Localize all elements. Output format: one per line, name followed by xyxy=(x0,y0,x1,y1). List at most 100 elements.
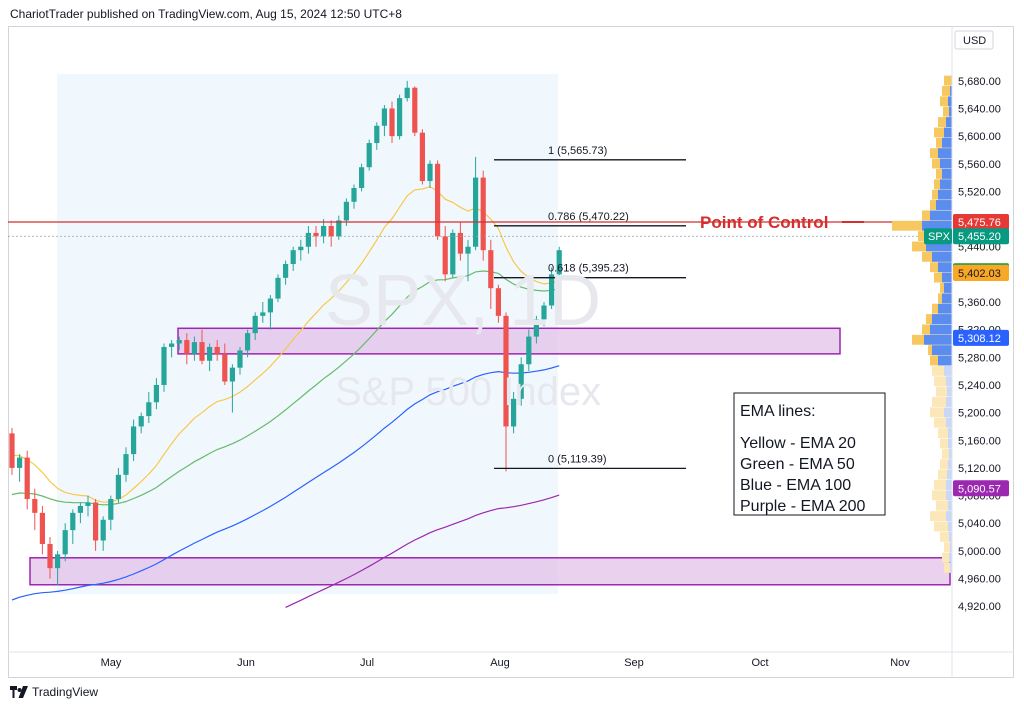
volume-profile-bar xyxy=(948,459,952,470)
candle-body[interactable] xyxy=(70,512,76,531)
candle-body[interactable] xyxy=(518,364,524,399)
candle-body[interactable] xyxy=(313,232,319,237)
support-zone[interactable] xyxy=(29,557,951,586)
volume-profile-bar xyxy=(942,293,952,304)
candle-body[interactable] xyxy=(93,502,99,541)
candle-body[interactable] xyxy=(275,277,281,299)
volume-profile-bar xyxy=(944,127,952,138)
candle-body[interactable] xyxy=(343,201,349,221)
candle-body[interactable] xyxy=(533,319,539,337)
candle-body[interactable] xyxy=(427,163,433,182)
candle-body[interactable] xyxy=(457,232,463,254)
candle-body[interactable] xyxy=(222,353,228,382)
candle-body[interactable] xyxy=(131,426,137,455)
candle-body[interactable] xyxy=(39,512,45,544)
candle-body[interactable] xyxy=(176,340,182,344)
candle-body[interactable] xyxy=(290,250,296,265)
candle-body[interactable] xyxy=(450,232,456,275)
candle-body[interactable] xyxy=(404,87,410,99)
candle-body[interactable] xyxy=(146,402,152,417)
y-tick-label: 5,680.00 xyxy=(958,76,1001,88)
volume-profile-bar xyxy=(944,365,952,376)
candle-body[interactable] xyxy=(412,87,418,133)
x-tick-label: Jun xyxy=(237,657,255,669)
volume-profile-bar xyxy=(948,521,952,532)
price-tag[interactable]: 5,090.57 xyxy=(953,480,1009,497)
currency-button[interactable]: USD xyxy=(954,30,994,50)
volume-profile-bar xyxy=(934,376,952,387)
price-tag[interactable]: SPX 5,455.20 xyxy=(924,228,1009,245)
price-tag-box xyxy=(953,264,1009,281)
candle-body[interactable] xyxy=(321,225,327,237)
ema-200-line[interactable] xyxy=(285,494,560,608)
candle-body[interactable] xyxy=(47,543,53,569)
candle-body[interactable] xyxy=(419,132,425,182)
candle-body[interactable] xyxy=(397,98,403,137)
candle-body[interactable] xyxy=(283,264,289,278)
candle-body[interactable] xyxy=(191,342,197,354)
candle-body[interactable] xyxy=(184,340,190,354)
candle-body[interactable] xyxy=(381,108,387,126)
candle-body[interactable] xyxy=(541,305,547,320)
candle-body[interactable] xyxy=(328,225,334,237)
candle-body[interactable] xyxy=(123,454,129,475)
candle-body[interactable] xyxy=(267,298,273,313)
ema-20-line[interactable] xyxy=(11,185,560,503)
price-tag[interactable]: 5,475.76 xyxy=(953,214,1009,231)
candle-body[interactable] xyxy=(556,250,562,275)
candle-body[interactable] xyxy=(473,177,479,247)
volume-profile-bar xyxy=(932,397,952,407)
candle-body[interactable] xyxy=(252,315,258,334)
volume-profile-bar xyxy=(949,531,952,542)
volume-profile-bar xyxy=(922,220,952,231)
candle-body[interactable] xyxy=(161,346,167,385)
candle-body[interactable] xyxy=(24,457,30,500)
candle-body[interactable] xyxy=(298,246,304,251)
support-zone[interactable] xyxy=(177,327,841,355)
candle-body[interactable] xyxy=(526,336,532,365)
candle-body[interactable] xyxy=(503,315,509,427)
candle-body[interactable] xyxy=(85,502,91,506)
candle-body[interactable] xyxy=(488,250,494,289)
price-tag[interactable]: 5,308.12 xyxy=(953,329,1009,346)
candle-body[interactable] xyxy=(480,177,486,251)
footer-brand[interactable]: TradingView xyxy=(10,685,98,699)
candle-body[interactable] xyxy=(495,288,501,316)
candle-body[interactable] xyxy=(115,474,121,500)
candle-body[interactable] xyxy=(465,246,471,254)
candle-body[interactable] xyxy=(207,346,213,361)
candle-body[interactable] xyxy=(100,519,106,541)
ema-100-line[interactable] xyxy=(11,365,560,601)
candle-body[interactable] xyxy=(108,499,114,520)
candle-body[interactable] xyxy=(153,384,159,403)
candle-body[interactable] xyxy=(260,312,266,316)
candle-body[interactable] xyxy=(435,163,441,237)
candle-body[interactable] xyxy=(336,220,342,237)
candle-body[interactable] xyxy=(366,143,372,168)
candle-body[interactable] xyxy=(351,187,357,202)
candle-body[interactable] xyxy=(359,167,365,188)
candle-body[interactable] xyxy=(511,398,517,427)
candle-body[interactable] xyxy=(199,342,205,361)
candle-body[interactable] xyxy=(169,343,175,347)
candle-body[interactable] xyxy=(389,108,395,137)
candle-body[interactable] xyxy=(32,499,38,513)
volume-profile-bar xyxy=(949,552,952,563)
candle-body[interactable] xyxy=(245,333,251,351)
volume-profile-bar xyxy=(938,189,952,200)
candle-body[interactable] xyxy=(229,367,235,382)
candle-body[interactable] xyxy=(374,125,380,144)
candle-body[interactable] xyxy=(237,350,243,368)
candle-body[interactable] xyxy=(55,554,61,569)
candle-body[interactable] xyxy=(9,433,15,468)
candle-body[interactable] xyxy=(62,530,68,555)
candle-body[interactable] xyxy=(77,505,83,513)
candle-body[interactable] xyxy=(549,274,555,306)
candle-body[interactable] xyxy=(214,346,220,354)
price-tag[interactable]: 5,402.03 xyxy=(953,264,1009,281)
candle-body[interactable] xyxy=(442,236,448,275)
candle-body[interactable] xyxy=(138,416,144,427)
candle-body[interactable] xyxy=(305,232,311,247)
candle-body[interactable] xyxy=(17,457,23,468)
